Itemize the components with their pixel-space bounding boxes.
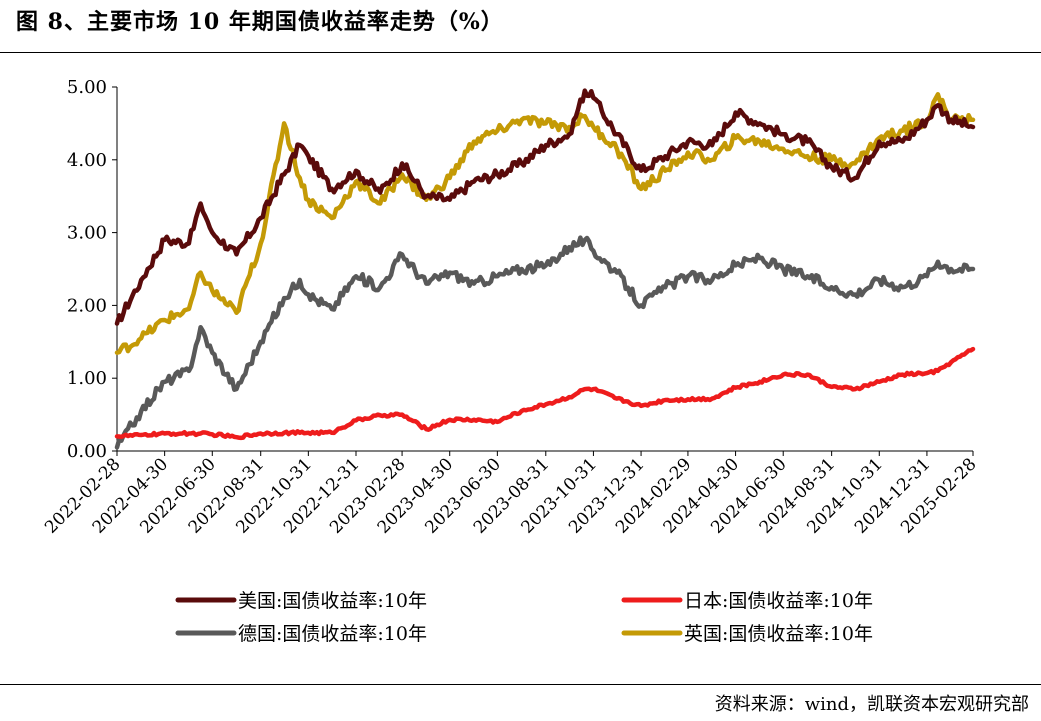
title-divider <box>0 52 1041 53</box>
legend-label-3: 德国:国债收益率:10年 <box>238 623 427 645</box>
source-note: 资料来源：wind，凯联资本宏观研究部 <box>714 694 1029 715</box>
legend-label-4: 英国:国债收益率:10年 <box>684 623 873 645</box>
y-tick-label: 2.00 <box>67 295 107 316</box>
legend-label-1: 美国:国债收益率:10年 <box>238 590 427 612</box>
y-tick-label: 5.00 <box>67 77 107 98</box>
series-line-3 <box>114 235 976 450</box>
series-line-1 <box>114 88 976 326</box>
series-layer <box>114 88 976 450</box>
series-line-2 <box>114 346 976 441</box>
footer-divider <box>0 684 1041 685</box>
y-tick-label: 1.00 <box>67 368 107 389</box>
legend-label-2: 日本:国债收益率:10年 <box>684 590 873 612</box>
y-tick-label: 4.00 <box>67 150 107 171</box>
y-tick-label: 0.00 <box>67 441 107 462</box>
y-tick-label: 3.00 <box>67 223 107 244</box>
chart-axes: 0.001.002.003.004.005.002022-02-282022-0… <box>41 77 980 538</box>
line-chart: 0.001.002.003.004.005.002022-02-282022-0… <box>41 77 980 645</box>
chart-title: 图 8、主要市场 10 年期国债收益率走势（%） <box>16 9 504 35</box>
series-line-4 <box>114 92 976 355</box>
